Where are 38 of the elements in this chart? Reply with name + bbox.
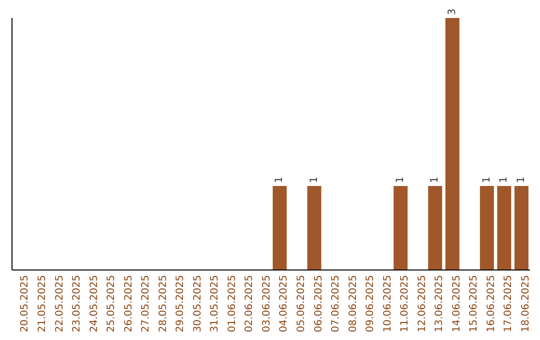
- x-tick-label: 15.06.2025: [468, 275, 480, 332]
- x-tick-label: 31.05.2025: [210, 275, 221, 332]
- x-tick-label: 13.06.2025: [434, 275, 446, 332]
- x-tick-label: 05.06.2025: [296, 275, 307, 332]
- x-tick-label: 26.05.2025: [123, 275, 134, 332]
- x-tick-label: 14.06.2025: [451, 275, 462, 332]
- data-label: 1: [308, 176, 320, 183]
- x-tick-label: 28.05.2025: [158, 275, 169, 332]
- x-tick-label: 30.05.2025: [192, 275, 204, 332]
- data-label: 1: [481, 176, 492, 183]
- x-tick-label: 11.06.2025: [400, 275, 411, 332]
- x-tick-label: 07.06.2025: [330, 275, 342, 332]
- x-tick-label: 17.06.2025: [503, 275, 514, 332]
- x-tick-label: 12.06.2025: [416, 275, 428, 332]
- x-tick-label: 18.06.2025: [520, 275, 532, 332]
- x-tick-label: 16.06.2025: [486, 275, 497, 332]
- x-tick-label: 22.05.2025: [54, 275, 66, 332]
- x-tick-label: 25.05.2025: [106, 275, 118, 332]
- data-label: 1: [516, 176, 527, 183]
- x-tick-label: 01.06.2025: [226, 275, 238, 332]
- x-tick-label: 23.05.2025: [72, 275, 83, 332]
- data-label: 1: [395, 176, 406, 183]
- x-tick-label: 08.06.2025: [348, 275, 359, 332]
- x-tick-label: 06.06.2025: [313, 275, 324, 332]
- x-tick-label: 24.05.2025: [88, 275, 100, 332]
- x-tick-label: 03.06.2025: [261, 275, 272, 332]
- x-tick-label: 27.05.2025: [140, 275, 152, 332]
- x-tick-label: 02.06.2025: [244, 275, 256, 332]
- data-label: 1: [498, 176, 510, 183]
- x-tick-label: 09.06.2025: [365, 275, 376, 332]
- x-tick-label: 04.06.2025: [278, 275, 290, 332]
- data-label: 3: [446, 8, 458, 15]
- data-label: 1: [274, 176, 286, 183]
- x-tick-label: 29.05.2025: [175, 275, 186, 332]
- x-tick-label: 10.06.2025: [382, 275, 394, 332]
- x-tick-label: 20.05.2025: [20, 275, 31, 332]
- data-label: 1: [430, 176, 441, 183]
- x-tick-label: 21.05.2025: [37, 275, 48, 332]
